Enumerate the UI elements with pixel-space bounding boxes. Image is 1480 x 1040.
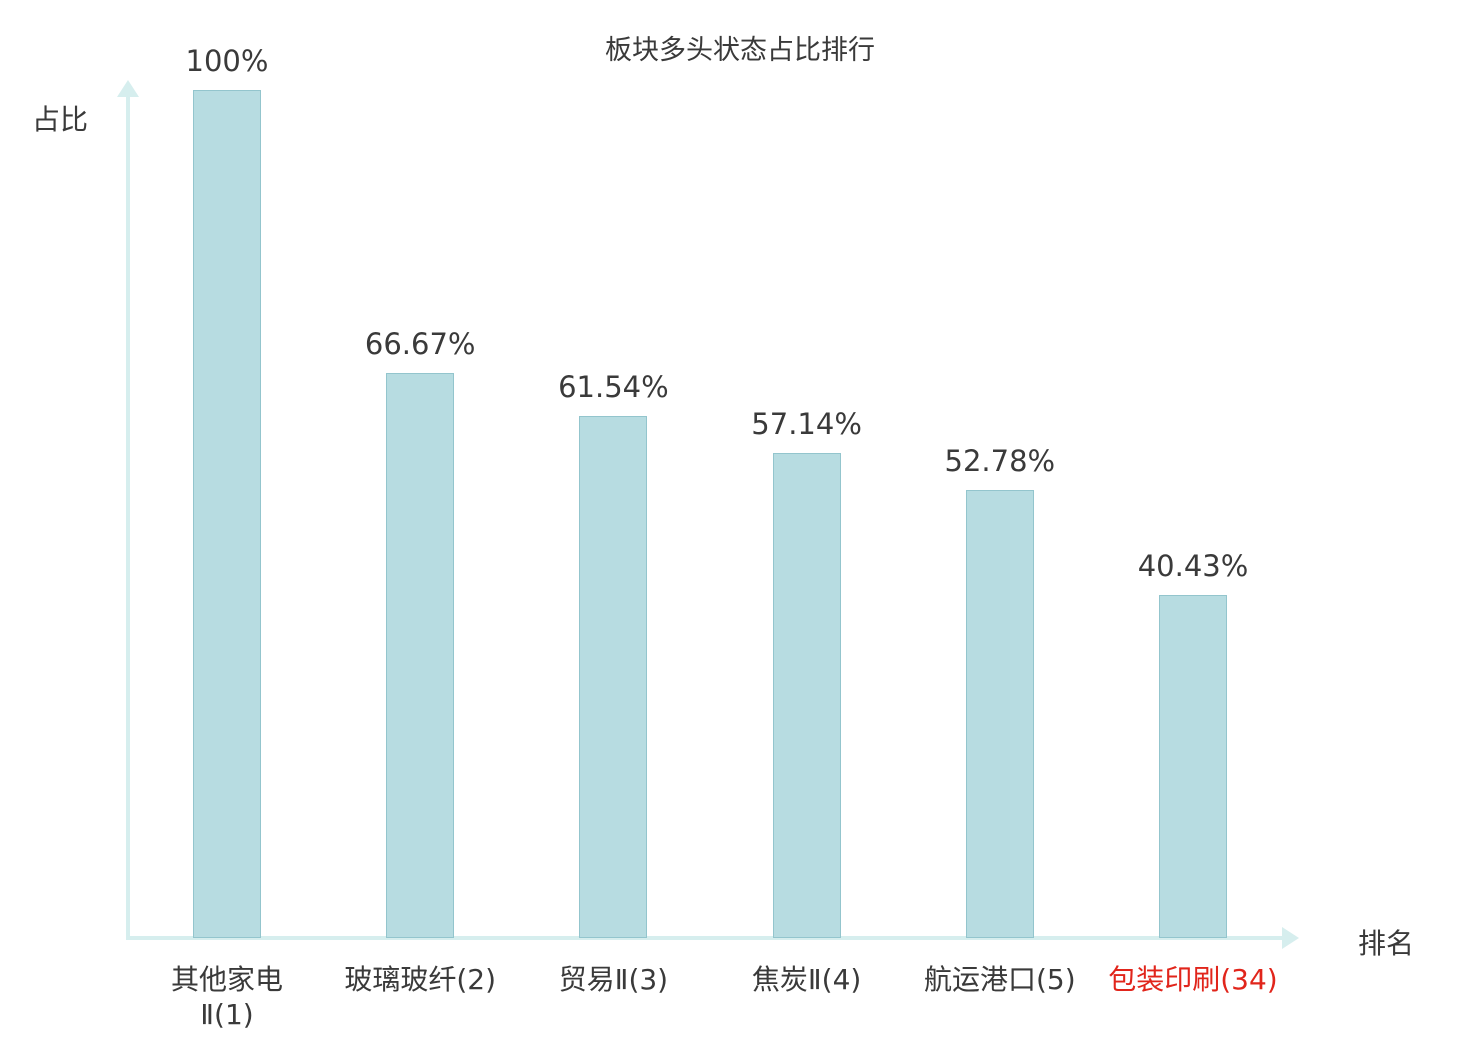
category-label: 焦炭Ⅱ(4) [751,963,862,996]
chart-title: 板块多头状态占比排行 [605,35,875,66]
category-label: 贸易Ⅱ(3) [558,963,669,996]
y-axis-label: 占比 [32,103,89,136]
bar-value-label: 40.43% [1137,549,1249,584]
y-axis-line [126,94,130,938]
bar [1159,595,1227,938]
y-axis-arrowhead-icon [117,80,139,97]
bar [193,90,261,938]
bar-value-label: 52.78% [944,444,1056,479]
bar [965,490,1034,938]
x-axis-arrowhead-icon [1282,927,1299,949]
category-label: 其他家电 Ⅱ(1) [170,963,283,1031]
bar [579,416,648,938]
x-axis-line [126,936,1284,940]
category-label: 航运港口(5) [923,963,1076,996]
bar-value-label: 100% [185,44,269,78]
bar-value-label: 66.67% [364,326,476,361]
category-label: 包装印刷(34) [1108,963,1278,996]
x-axis-label: 排名 [1358,927,1415,960]
bar-value-label: 57.14% [751,407,862,442]
category-label: 玻璃玻纤(2) [344,963,497,996]
bar-value-label: 61.54% [558,370,669,405]
bar [386,372,455,938]
bar [772,453,841,938]
